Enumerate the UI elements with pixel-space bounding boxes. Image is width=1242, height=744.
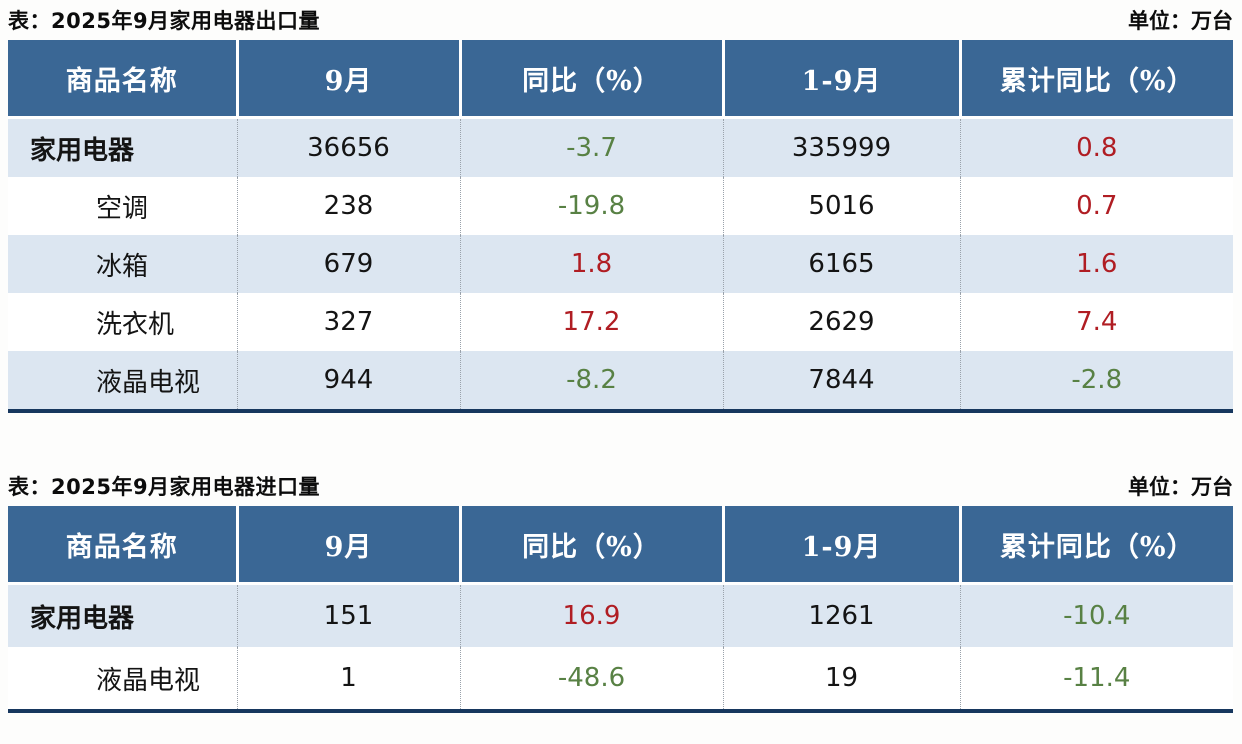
- cum-yoy-cell: 0.7: [959, 177, 1233, 235]
- table-row: 洗衣机 327 17.2 2629 7.4: [8, 293, 1233, 351]
- table-row: 空调 238 -19.8 5016 0.7: [8, 177, 1233, 235]
- cum-yoy-cell: -11.4: [959, 647, 1233, 711]
- product-name-cell: 家用电器: [30, 135, 135, 166]
- sep-value-cell: 327: [236, 293, 460, 351]
- import-header-row: 商品名称 9月 同比（%） 1-9月 累计同比（%）: [8, 506, 1233, 585]
- sep-value-cell: 679: [236, 235, 460, 293]
- jan-sep-value-cell: 19: [722, 647, 960, 711]
- cum-yoy-cell: 7.4: [959, 293, 1233, 351]
- jan-sep-value-cell: 335999: [722, 117, 960, 177]
- cum-yoy-cell: -2.8: [959, 351, 1233, 411]
- sep-value-cell: 151: [236, 583, 460, 647]
- export-unit-label: 单位：万台: [1128, 9, 1233, 33]
- product-name-cell: 空调: [96, 193, 149, 224]
- import-table-title: 表：2025年9月家用电器进口量: [8, 475, 321, 499]
- import-title-row: 表：2025年9月家用电器进口量 单位：万台: [8, 466, 1233, 506]
- header-jan-sep: 1-9月: [721, 40, 960, 119]
- sep-value-cell: 238: [236, 177, 460, 235]
- header-jan-sep: 1-9月: [721, 506, 960, 585]
- header-product-name: 商品名称: [8, 40, 237, 119]
- table-row: 家用电器 36656 -3.7 335999 0.8: [8, 117, 1233, 177]
- table-row: 液晶电视 944 -8.2 7844 -2.8: [8, 351, 1233, 411]
- yoy-cell: -48.6: [459, 647, 723, 711]
- export-table-title: 表：2025年9月家用电器出口量: [8, 9, 321, 33]
- sep-value-cell: 1: [236, 647, 460, 711]
- header-cum-yoy: 累计同比（%）: [958, 506, 1233, 585]
- export-table-section: 表：2025年9月家用电器出口量 单位：万台 商品名称 9月 同比（%） 1-9…: [8, 0, 1233, 413]
- product-name-cell: 洗衣机: [96, 309, 175, 340]
- header-yoy: 同比（%）: [458, 40, 723, 119]
- yoy-cell: 1.8: [459, 235, 723, 293]
- yoy-cell: 16.9: [459, 583, 723, 647]
- sep-value-cell: 36656: [236, 117, 460, 177]
- header-product-name: 商品名称: [8, 506, 237, 585]
- export-title-row: 表：2025年9月家用电器出口量 单位：万台: [8, 0, 1233, 40]
- header-cum-yoy: 累计同比（%）: [958, 40, 1233, 119]
- product-name-cell: 冰箱: [96, 251, 149, 282]
- jan-sep-value-cell: 6165: [722, 235, 960, 293]
- product-name-cell: 家用电器: [30, 603, 135, 634]
- export-header-row: 商品名称 9月 同比（%） 1-9月 累计同比（%）: [8, 40, 1233, 119]
- product-name-cell: 液晶电视: [96, 665, 201, 696]
- import-table: 商品名称 9月 同比（%） 1-9月 累计同比（%） 家用电器 151 16.9…: [8, 506, 1233, 713]
- yoy-cell: -8.2: [459, 351, 723, 411]
- sep-value-cell: 944: [236, 351, 460, 411]
- import-table-section: 表：2025年9月家用电器进口量 单位：万台 商品名称 9月 同比（%） 1-9…: [8, 466, 1233, 713]
- header-september: 9月: [235, 40, 460, 119]
- table-row: 液晶电视 1 -48.6 19 -11.4: [8, 647, 1233, 711]
- yoy-cell: 17.2: [459, 293, 723, 351]
- jan-sep-value-cell: 7844: [722, 351, 960, 411]
- export-table: 商品名称 9月 同比（%） 1-9月 累计同比（%） 家用电器 36656 -3…: [8, 40, 1233, 413]
- jan-sep-value-cell: 5016: [722, 177, 960, 235]
- yoy-cell: -19.8: [459, 177, 723, 235]
- header-yoy: 同比（%）: [458, 506, 723, 585]
- jan-sep-value-cell: 1261: [722, 583, 960, 647]
- yoy-cell: -3.7: [459, 117, 723, 177]
- import-unit-label: 单位：万台: [1128, 475, 1233, 499]
- cum-yoy-cell: 1.6: [959, 235, 1233, 293]
- jan-sep-value-cell: 2629: [722, 293, 960, 351]
- cum-yoy-cell: 0.8: [959, 117, 1233, 177]
- table-row: 冰箱 679 1.8 6165 1.6: [8, 235, 1233, 293]
- cum-yoy-cell: -10.4: [959, 583, 1233, 647]
- product-name-cell: 液晶电视: [96, 367, 201, 398]
- section-gap: [0, 413, 1242, 466]
- header-september: 9月: [235, 506, 460, 585]
- table-row: 家用电器 151 16.9 1261 -10.4: [8, 583, 1233, 647]
